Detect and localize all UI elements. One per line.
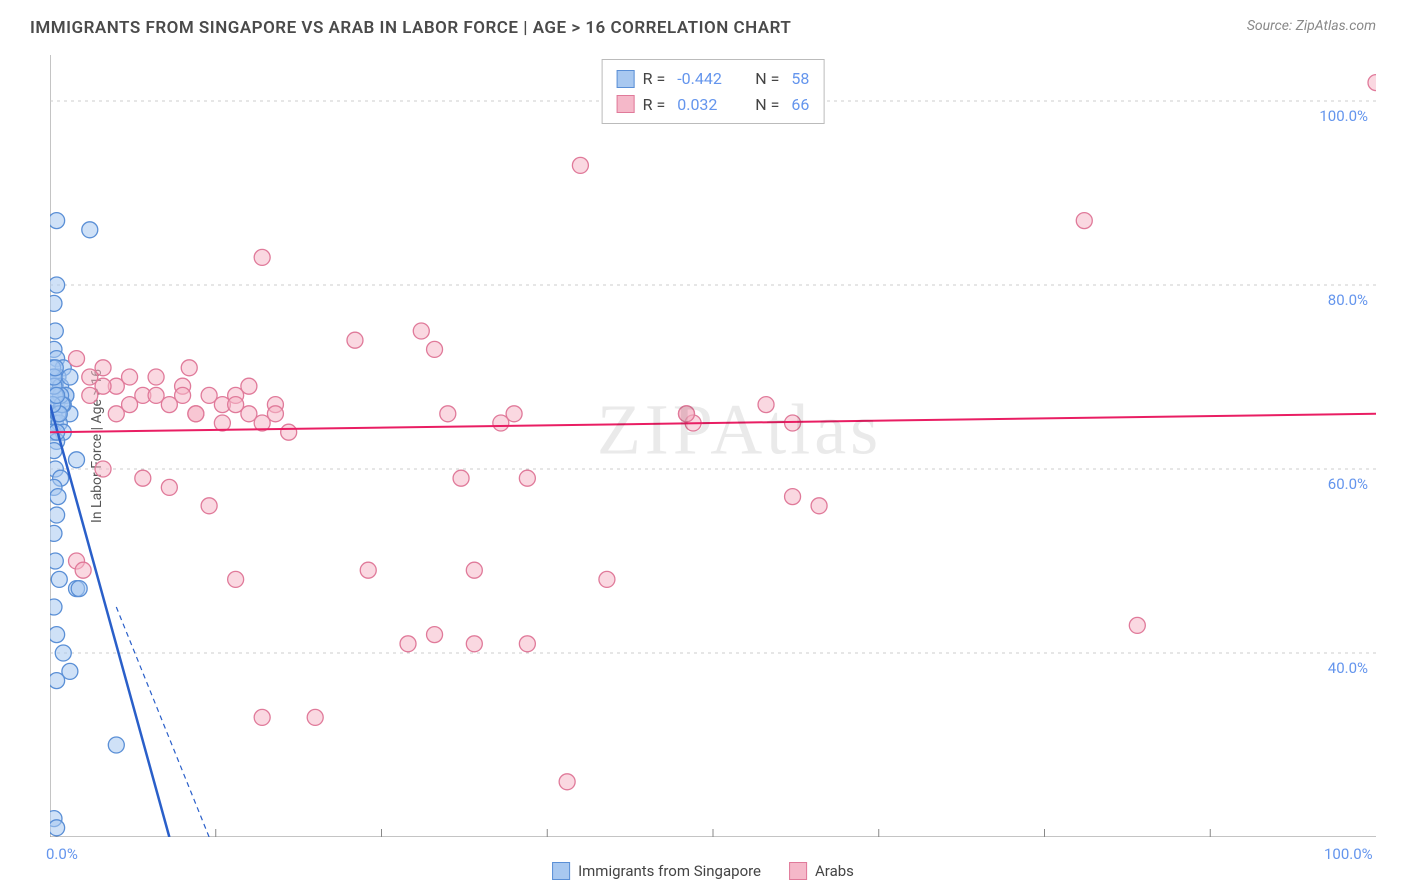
y-tick-label: 100.0% — [1319, 107, 1368, 125]
legend-swatch — [617, 70, 635, 88]
legend-n-value: 58 — [791, 66, 809, 92]
scatter-plot — [50, 55, 1376, 837]
series-legend-label: Immigrants from Singapore — [578, 862, 761, 880]
legend-n-label: N = — [755, 92, 779, 118]
chart-header: IMMIGRANTS FROM SINGAPORE VS ARAB IN LAB… — [0, 0, 1406, 48]
correlation-legend-row: R = -0.442 N = 58 — [617, 66, 810, 92]
legend-n-value: 66 — [791, 92, 809, 118]
legend-r-label: R = — [643, 66, 666, 92]
series-legend-label: Arabs — [815, 862, 854, 880]
x-tick-label: 100.0% — [1324, 845, 1373, 863]
chart-title: IMMIGRANTS FROM SINGAPORE VS ARAB IN LAB… — [30, 18, 791, 38]
y-tick-label: 60.0% — [1328, 475, 1368, 493]
y-tick-label: 40.0% — [1328, 659, 1368, 677]
x-tick-label: 0.0% — [46, 845, 78, 863]
y-tick-label: 80.0% — [1328, 291, 1368, 309]
legend-r-value: -0.442 — [677, 66, 737, 92]
legend-swatch — [789, 862, 807, 880]
series-legend-item: Arabs — [789, 862, 854, 880]
series-legend: Immigrants from Singapore Arabs — [552, 862, 854, 880]
legend-r-label: R = — [643, 92, 666, 118]
legend-n-label: N = — [755, 66, 779, 92]
legend-swatch — [617, 95, 635, 113]
correlation-legend-row: R = 0.032 N = 66 — [617, 92, 810, 118]
correlation-legend: R = -0.442 N = 58 R = 0.032 N = 66 — [602, 59, 825, 124]
chart-area: In Labor Force | Age > 16 R =-0.442N =58… — [50, 55, 1376, 837]
legend-swatch — [552, 862, 570, 880]
legend-r-value: 0.032 — [677, 92, 737, 118]
chart-source: Source: ZipAtlas.com — [1247, 18, 1376, 34]
series-legend-item: Immigrants from Singapore — [552, 862, 761, 880]
